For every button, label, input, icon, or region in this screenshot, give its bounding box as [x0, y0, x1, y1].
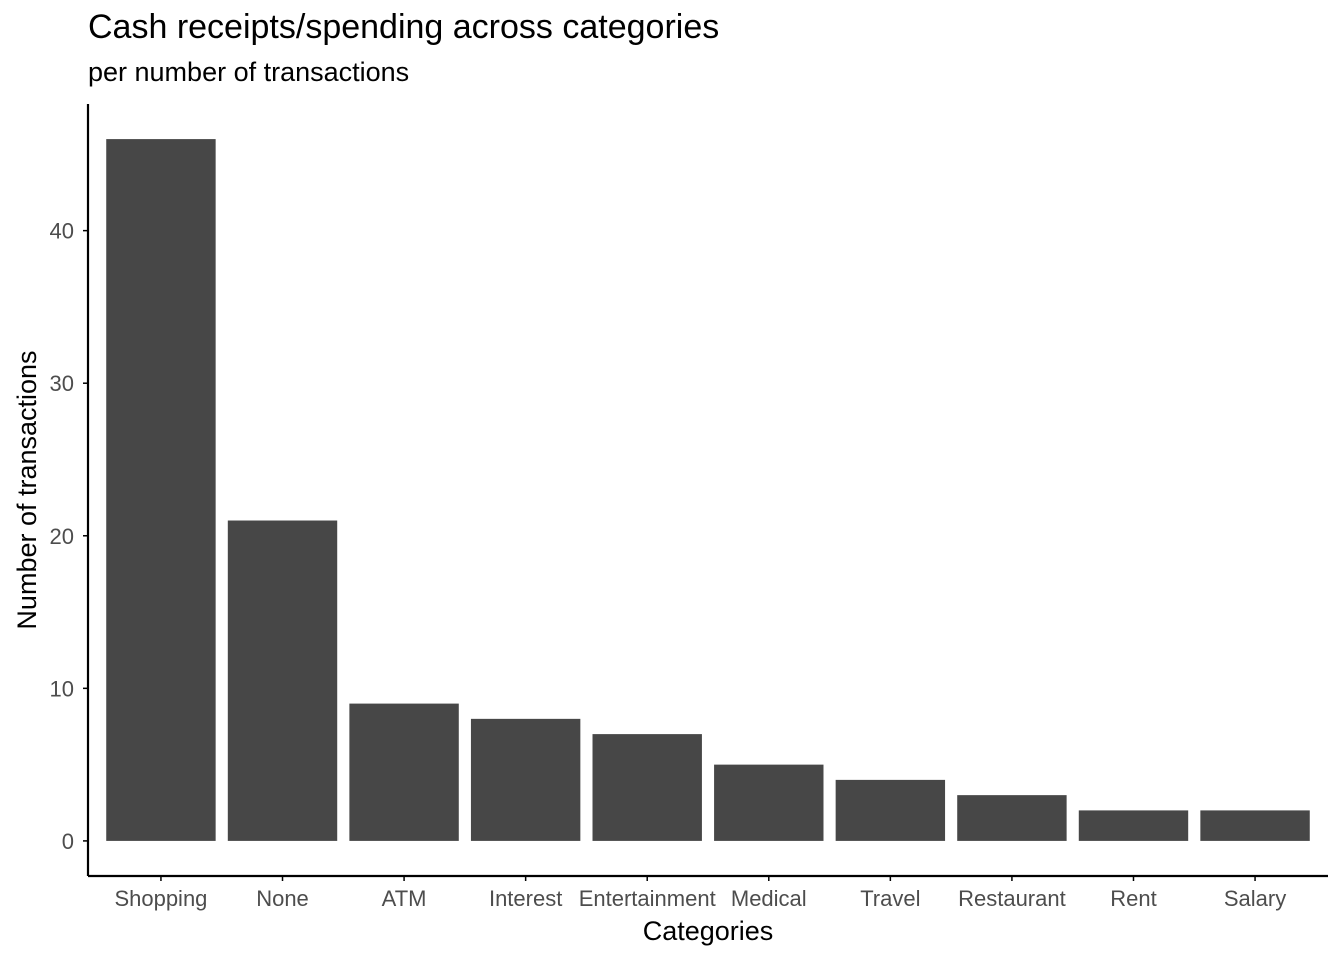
bar-entertainment	[592, 734, 702, 841]
chart-title: Cash receipts/spending across categories	[88, 8, 720, 46]
bar-restaurant	[957, 795, 1067, 841]
y-axis-ticks: 0 10 20 30 40	[50, 219, 88, 854]
bar-travel	[835, 779, 946, 841]
x-tick-label: Interest	[489, 886, 562, 911]
bar-salary	[1200, 810, 1310, 841]
x-axis-ticks: Shopping None ATM Interest Entertainment Medi…	[114, 876, 1286, 911]
bar-shopping	[106, 139, 216, 841]
chart-subtitle: per number of transactions	[88, 57, 410, 87]
x-tick-label: Restaurant	[958, 886, 1066, 911]
x-tick-label: Entertainment	[579, 886, 716, 911]
x-tick-label: Shopping	[114, 886, 207, 911]
y-tick-label: 10	[50, 676, 74, 701]
x-axis-title: Categories	[643, 916, 774, 946]
bar-interest	[470, 718, 581, 841]
x-tick-label: Rent	[1110, 886, 1156, 911]
bar-rent	[1078, 810, 1189, 841]
x-tick-label: Travel	[860, 886, 920, 911]
x-tick-label: None	[256, 886, 309, 911]
y-tick-label: 20	[50, 524, 74, 549]
bar-medical	[714, 764, 824, 841]
x-tick-label: Medical	[731, 886, 807, 911]
bar-none	[227, 520, 338, 841]
y-axis-title: Number of transactions	[12, 350, 42, 629]
y-tick-label: 30	[50, 371, 74, 396]
y-tick-label: 0	[62, 829, 74, 854]
bar-atm	[349, 703, 459, 841]
bars-group	[106, 139, 1310, 841]
y-tick-label: 40	[50, 219, 74, 244]
x-tick-label: ATM	[382, 886, 427, 911]
x-tick-label: Salary	[1224, 886, 1286, 911]
